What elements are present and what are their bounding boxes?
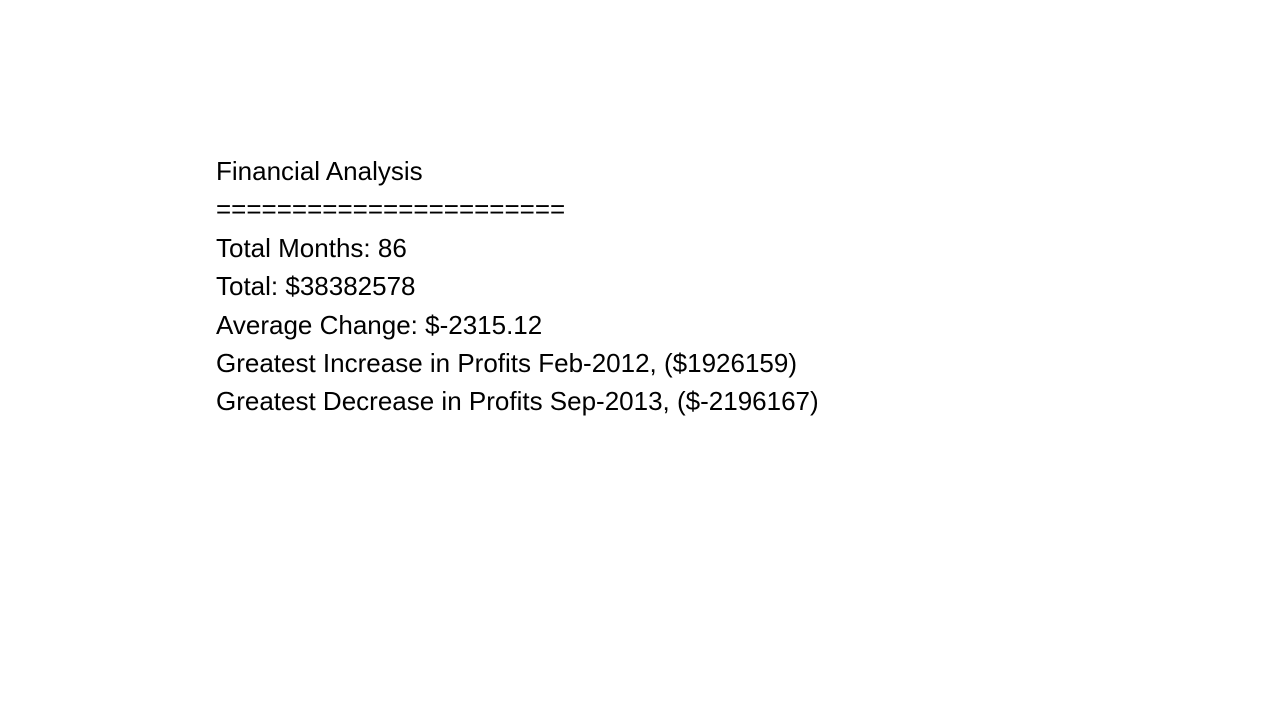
total-amount: Total: $38382578 bbox=[216, 271, 416, 302]
financial-analysis-report: Financial Analysis =====================… bbox=[216, 152, 819, 421]
average-change: Average Change: $-2315.12 bbox=[216, 309, 543, 340]
separator-line: ======================= bbox=[216, 194, 566, 225]
total-months: Total Months: 86 bbox=[216, 232, 407, 263]
report-title: Financial Analysis bbox=[216, 156, 423, 186]
greatest-decrease: Greatest Decrease in Profits Sep-2013, (… bbox=[216, 386, 819, 417]
greatest-increase: Greatest Increase in Profits Feb-2012, (… bbox=[216, 348, 797, 379]
